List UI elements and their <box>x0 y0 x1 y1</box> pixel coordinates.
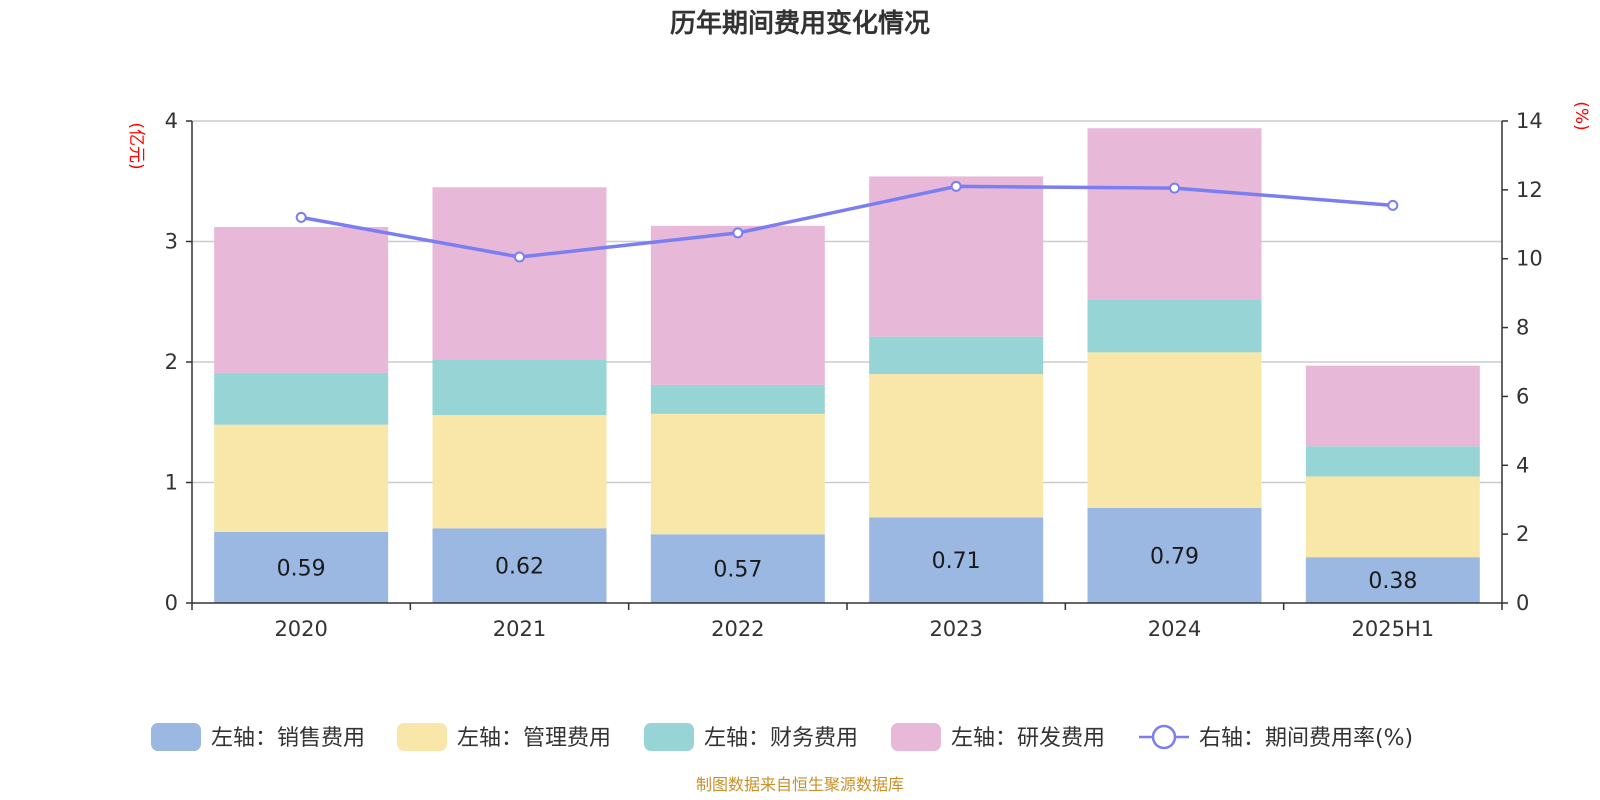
gridlines <box>192 120 1502 484</box>
bar-2020-series-0 <box>214 531 389 603</box>
left-axis-tick-label: 3 <box>165 230 178 254</box>
right-axis-tick-label: 4 <box>1516 453 1529 477</box>
rate-point-2024 <box>1169 182 1180 194</box>
x-axis-tick-label: 2022 <box>711 617 764 641</box>
legend-label: 左轴：管理费用 <box>457 726 611 751</box>
rate-point-2020 <box>295 211 307 223</box>
rate-line <box>300 184 1393 259</box>
rate-line-series <box>295 180 1399 263</box>
legend-item-4: 右轴：期间费用率(%) <box>1139 724 1413 751</box>
right-axis-unit: (%) <box>1571 101 1591 130</box>
bar-2022-series-3 <box>650 225 825 385</box>
rate-point-2022 <box>732 227 744 239</box>
bar-2020-series-1 <box>214 424 389 532</box>
left-axis-tick-label: 1 <box>165 471 178 495</box>
legend: 左轴：销售费用 左轴：管理费用 左轴：财务费用 左轴：研发费用 右轴：期间费用率(%) <box>151 723 1413 751</box>
legend-marker-swatch <box>1151 724 1177 750</box>
legend-swatch <box>151 723 201 751</box>
bar-2022-series-0 <box>650 534 825 603</box>
bar-2025H1-series-0 <box>1305 557 1480 603</box>
bar-2020-series-3 <box>214 227 389 373</box>
bar-2023-series-2 <box>869 336 1044 375</box>
bar-2025H1-series-2 <box>1305 446 1480 477</box>
legend-item-0: 左轴：销售费用 <box>151 723 365 751</box>
legend-swatch <box>891 723 941 751</box>
legend-label: 左轴：销售费用 <box>211 726 365 751</box>
legend-swatch <box>644 723 694 751</box>
bar-2024-series-0 <box>1087 507 1262 603</box>
left-axis-unit: (亿元) <box>126 122 146 169</box>
bar-2021-series-1 <box>432 415 607 529</box>
right-axis-tick-label: 12 <box>1516 178 1543 202</box>
x-axis-tick-label: 2025H1 <box>1352 617 1435 641</box>
right-axis-tick-label: 8 <box>1516 316 1529 340</box>
rate-point-2021 <box>514 251 525 263</box>
chart-title: 历年期间费用变化情况 <box>670 8 930 39</box>
bar-2023-series-3 <box>869 176 1044 337</box>
rate-point-2023 <box>950 180 962 192</box>
legend-item-1: 左轴：管理费用 <box>397 723 611 751</box>
data-source-note: 制图数据来自恒生聚源数据库 <box>696 775 904 794</box>
bar-2021-series-2 <box>432 359 607 416</box>
right-axis-tick-label: 2 <box>1516 522 1529 546</box>
bar-2022-series-1 <box>650 413 825 535</box>
bar-2021-series-0 <box>432 528 607 603</box>
data-label-2022: 0.57 <box>713 558 762 583</box>
bar-2023-series-0 <box>869 517 1044 603</box>
x-axis-tick-label: 2023 <box>929 617 982 641</box>
legend-label: 右轴：期间费用率(%) <box>1199 726 1413 751</box>
data-label-2021: 0.62 <box>495 555 544 580</box>
left-axis-tick-label: 2 <box>165 350 178 374</box>
right-axis-tick-label: 6 <box>1516 384 1529 408</box>
bar-2023-series-1 <box>869 374 1044 518</box>
legend-swatch <box>397 723 447 751</box>
legend-label: 左轴：研发费用 <box>951 726 1105 751</box>
left-axis-tick-label: 0 <box>165 591 178 615</box>
legend-label: 左轴：财务费用 <box>704 726 858 751</box>
data-label-2023: 0.71 <box>932 549 981 574</box>
x-axis-tick-label: 2024 <box>1148 617 1201 641</box>
right-axis-tick-label: 10 <box>1516 247 1543 271</box>
rate-point-2025H1 <box>1387 199 1399 211</box>
bar-2022-series-2 <box>650 384 825 414</box>
right-axis-tick-label: 14 <box>1516 109 1543 133</box>
bar-2024-series-1 <box>1087 352 1262 508</box>
left-axis-tick-label: 4 <box>165 109 178 133</box>
x-axis-tick-label: 2021 <box>493 617 546 641</box>
bar-2025H1-series-3 <box>1305 365 1480 447</box>
bars: 0.59 0.62 0.57 0.71 0.79 0.38 <box>214 128 1480 603</box>
x-axis-tick-label: 2020 <box>274 617 327 641</box>
data-label-2025H1: 0.38 <box>1368 569 1417 594</box>
bar-2024-series-2 <box>1087 299 1262 353</box>
data-label-2020: 0.59 <box>277 556 326 581</box>
bar-2020-series-2 <box>214 372 389 425</box>
bar-2024-series-3 <box>1087 128 1262 300</box>
legend-item-2: 左轴：财务费用 <box>644 723 858 751</box>
data-label-2024: 0.79 <box>1150 544 1199 569</box>
right-axis-tick-label: 0 <box>1516 591 1529 615</box>
bar-2021-series-3 <box>432 187 607 360</box>
bar-2025H1-series-1 <box>1305 476 1480 558</box>
legend-item-3: 左轴：研发费用 <box>891 723 1105 751</box>
